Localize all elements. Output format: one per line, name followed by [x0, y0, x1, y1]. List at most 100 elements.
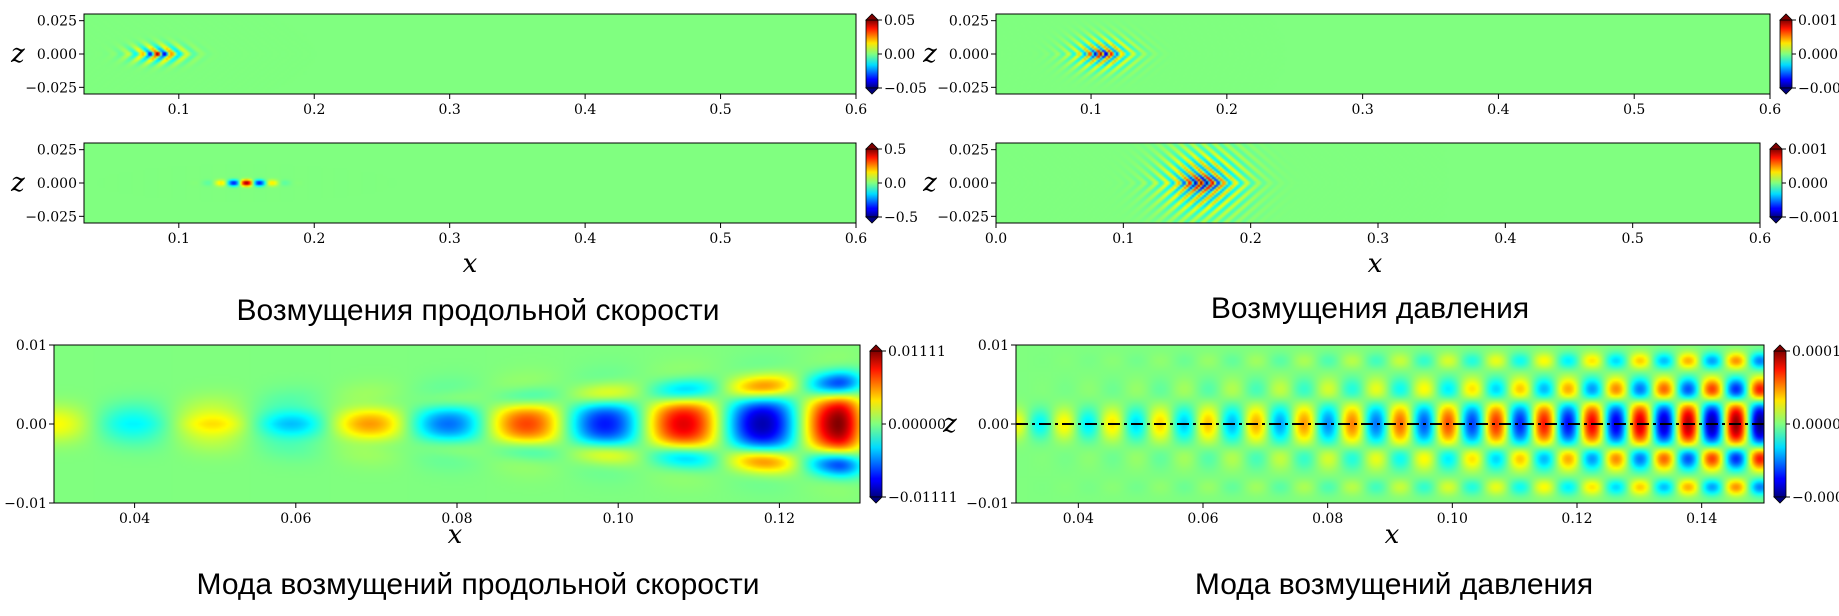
y-tick-label: 0.00	[16, 417, 47, 433]
colorbar	[865, 148, 879, 218]
chart-u-t1: 0.1 0.2 0.3 0.4 0.5 0.6 −0.025 0.000 0.025 z −0.05…	[10, 13, 927, 118]
y-tick-label: 0.000	[949, 47, 989, 63]
x-tick-label: 0.3	[439, 231, 461, 247]
x-tick-label: 0.6	[845, 231, 867, 247]
x-tick-label: 0.1	[168, 102, 190, 118]
x-tick-label: 0.6	[1749, 231, 1771, 247]
y-tick-label: 0.025	[37, 143, 77, 159]
colorbar-tick-label: 0.000	[1788, 176, 1828, 192]
colorbar-extend-min	[1779, 87, 1793, 95]
x-tick-label: 0.6	[845, 102, 867, 118]
colorbar	[1769, 148, 1783, 218]
x-tick-label: 0.3	[1367, 231, 1389, 247]
field-p-t1	[996, 14, 1770, 94]
field-p-t2	[996, 143, 1760, 223]
x-tick-label: 0.2	[1240, 231, 1262, 247]
y-tick-label: 0.01	[978, 338, 1009, 354]
y-tick-label: 0.00	[978, 417, 1009, 433]
x-tick-label: 0.3	[439, 102, 461, 118]
colorbar-tick-label: 0.001	[1788, 142, 1828, 158]
x-tick-label: 0.1	[1080, 102, 1102, 118]
y-tick-label: 0.01	[16, 338, 47, 354]
y-axis-label: z	[10, 168, 25, 198]
x-tick-label: 0.0	[985, 231, 1007, 247]
colorbar	[1779, 19, 1793, 89]
x-axis-label: x	[463, 249, 478, 279]
colorbar	[1773, 350, 1787, 498]
x-tick-label: 0.2	[1216, 102, 1238, 118]
colorbar-extend-max	[1769, 142, 1783, 150]
colorbar-tick-label: −0.01111	[888, 490, 958, 506]
x-axis-label: x	[448, 520, 463, 550]
x-tick-label: 0.10	[603, 511, 634, 527]
y-tick-label: 0.000	[37, 47, 77, 63]
x-tick-label: 0.08	[441, 511, 472, 527]
chart-u-t2: 0.1 0.2 0.3 0.4 0.5 0.6 −0.025 0.000 0.025 z x −0.5…	[10, 142, 918, 279]
x-tick-label: 0.6	[1759, 102, 1781, 118]
colorbar	[869, 350, 883, 498]
x-tick-label: 0.10	[1437, 511, 1468, 527]
chart-p-t1: 0.1 0.2 0.3 0.4 0.5 0.6 −0.025 0.000 0.025 z −0.00…	[922, 13, 1839, 118]
x-tick-label: 0.5	[1623, 102, 1645, 118]
colorbar	[865, 19, 879, 89]
colorbar-tick-label: −0.5	[884, 210, 918, 226]
colorbar-extend-max	[865, 142, 879, 150]
colorbar-tick-label: 0.5	[884, 142, 906, 158]
x-tick-label: 0.3	[1351, 102, 1373, 118]
colorbar-extend-min	[869, 496, 883, 504]
colorbar-tick-label: −0.001	[1788, 210, 1839, 226]
y-axis-label: z	[922, 168, 937, 198]
x-tick-label: 0.4	[574, 102, 596, 118]
x-tick-label: 0.4	[1487, 102, 1509, 118]
x-tick-label: 0.04	[119, 511, 150, 527]
colorbar-tick-label: 0.00	[884, 47, 915, 63]
colorbar-extend-min	[1773, 496, 1787, 504]
x-tick-label: 0.06	[280, 511, 311, 527]
x-tick-label: 0.08	[1312, 511, 1343, 527]
x-tick-label: 0.2	[303, 231, 325, 247]
x-axis-label: x	[1368, 249, 1383, 279]
colorbar-extend-max	[1773, 344, 1787, 352]
colorbar-tick-label: 0.0001	[1792, 344, 1839, 360]
y-tick-label: 0.000	[37, 176, 77, 192]
y-tick-label: −0.025	[25, 209, 77, 225]
colorbar-tick-label: 0.05	[884, 13, 915, 29]
colorbar-extend-min	[1769, 216, 1783, 224]
y-tick-label: −0.01	[966, 496, 1009, 512]
colorbar-extend-max	[869, 344, 883, 352]
chart-p-t2: 0.0 0.1 0.2 0.3 0.4 0.5 0.6 −0.025 0.000 0.025 z x −…	[922, 142, 1839, 279]
colorbar-tick-label: −0.0001	[1792, 490, 1839, 506]
colorbar-tick-label: −0.05	[884, 81, 927, 97]
y-tick-label: 0.025	[949, 143, 989, 159]
colorbar-tick-label: 0.0	[884, 176, 906, 192]
x-tick-label: 0.2	[303, 102, 325, 118]
y-tick-label: 0.025	[949, 14, 989, 30]
x-tick-label: 0.04	[1063, 511, 1094, 527]
colorbar-tick-label: −0.001	[1798, 81, 1839, 97]
chart-p-mode: 0.04 0.06 0.08 0.10 0.12 0.14 −0.01 0.00 0.01 z x −…	[942, 338, 1839, 550]
y-axis-label: z	[942, 409, 957, 439]
chart-u-mode: 0.04 0.06 0.08 0.10 0.12 −0.01 0.00 0.01 z x −0.01…	[4, 338, 958, 550]
x-tick-label: 0.4	[1494, 231, 1516, 247]
colorbar-extend-max	[865, 13, 879, 21]
y-tick-label: 0.000	[949, 176, 989, 192]
caption-velocity-snapshots: Возмущения продольной скорости	[237, 294, 720, 327]
field-u-t2	[84, 143, 856, 223]
y-tick-label: −0.025	[25, 80, 77, 96]
y-tick-label: 0.025	[37, 14, 77, 30]
x-tick-label: 0.14	[1686, 511, 1717, 527]
y-tick-label: −0.025	[937, 80, 989, 96]
field-u-t1	[84, 14, 856, 94]
colorbar-extend-max	[1779, 13, 1793, 21]
x-tick-label: 0.5	[709, 231, 731, 247]
x-tick-label: 0.5	[709, 102, 731, 118]
x-tick-label: 0.4	[574, 231, 596, 247]
colorbar-tick-label: 0.0000	[1792, 417, 1839, 433]
x-tick-label: 0.5	[1622, 231, 1644, 247]
y-axis-label: z	[922, 39, 937, 69]
y-axis-label: z	[10, 39, 25, 69]
x-axis-label: x	[1385, 520, 1400, 550]
colorbar-tick-label: 0.000	[1798, 47, 1838, 63]
x-tick-label: 0.1	[1112, 231, 1134, 247]
